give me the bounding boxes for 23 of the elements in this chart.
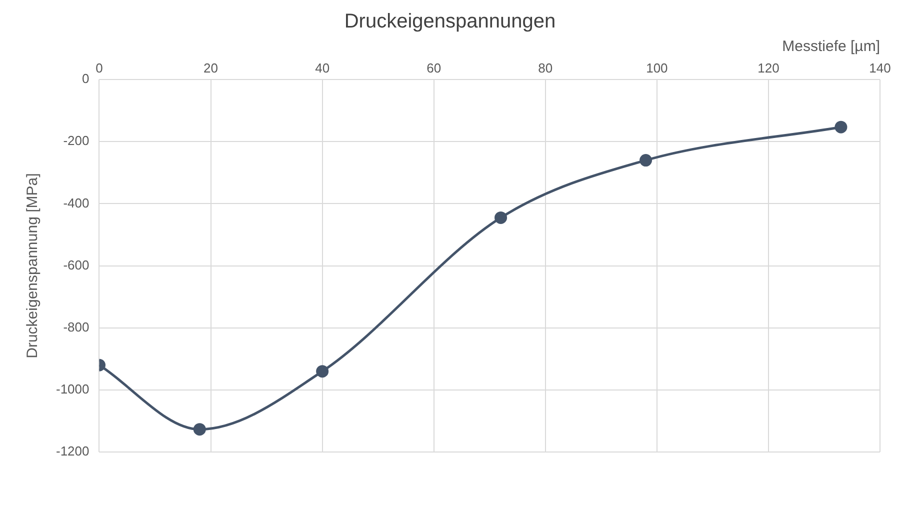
x-tick-label: 20 (204, 60, 218, 76)
point (834, 120, 848, 134)
y-axis-title: Druckeigenspannung [MPa] (24, 173, 42, 358)
point (316, 365, 329, 378)
y-tick-label: -800 (63, 319, 90, 334)
x-tick-label: 80 (538, 60, 553, 76)
y-tick-label: -600 (63, 257, 90, 272)
x-axis-title: Messtiefe [µm] (782, 38, 880, 56)
point (193, 423, 206, 436)
x-tick-label: 120 (758, 60, 780, 76)
x-tick-label: 60 (426, 60, 442, 76)
y-tick-label: -1000 (56, 382, 90, 397)
x-tick-label: 40 (315, 60, 330, 76)
y-tick-label: -1200 (56, 444, 90, 459)
y-tick-label: 0 (82, 71, 90, 86)
y-tick-label: -200 (63, 133, 90, 148)
point (494, 211, 508, 224)
x-tick-label: 100 (646, 60, 668, 76)
point (640, 154, 652, 167)
x-tick-label: 140 (869, 60, 891, 76)
x-tick-label: 0 (96, 60, 103, 76)
y-tick-label: -400 (63, 195, 90, 210)
chart-title: Druckeigenspannungen (344, 10, 556, 33)
